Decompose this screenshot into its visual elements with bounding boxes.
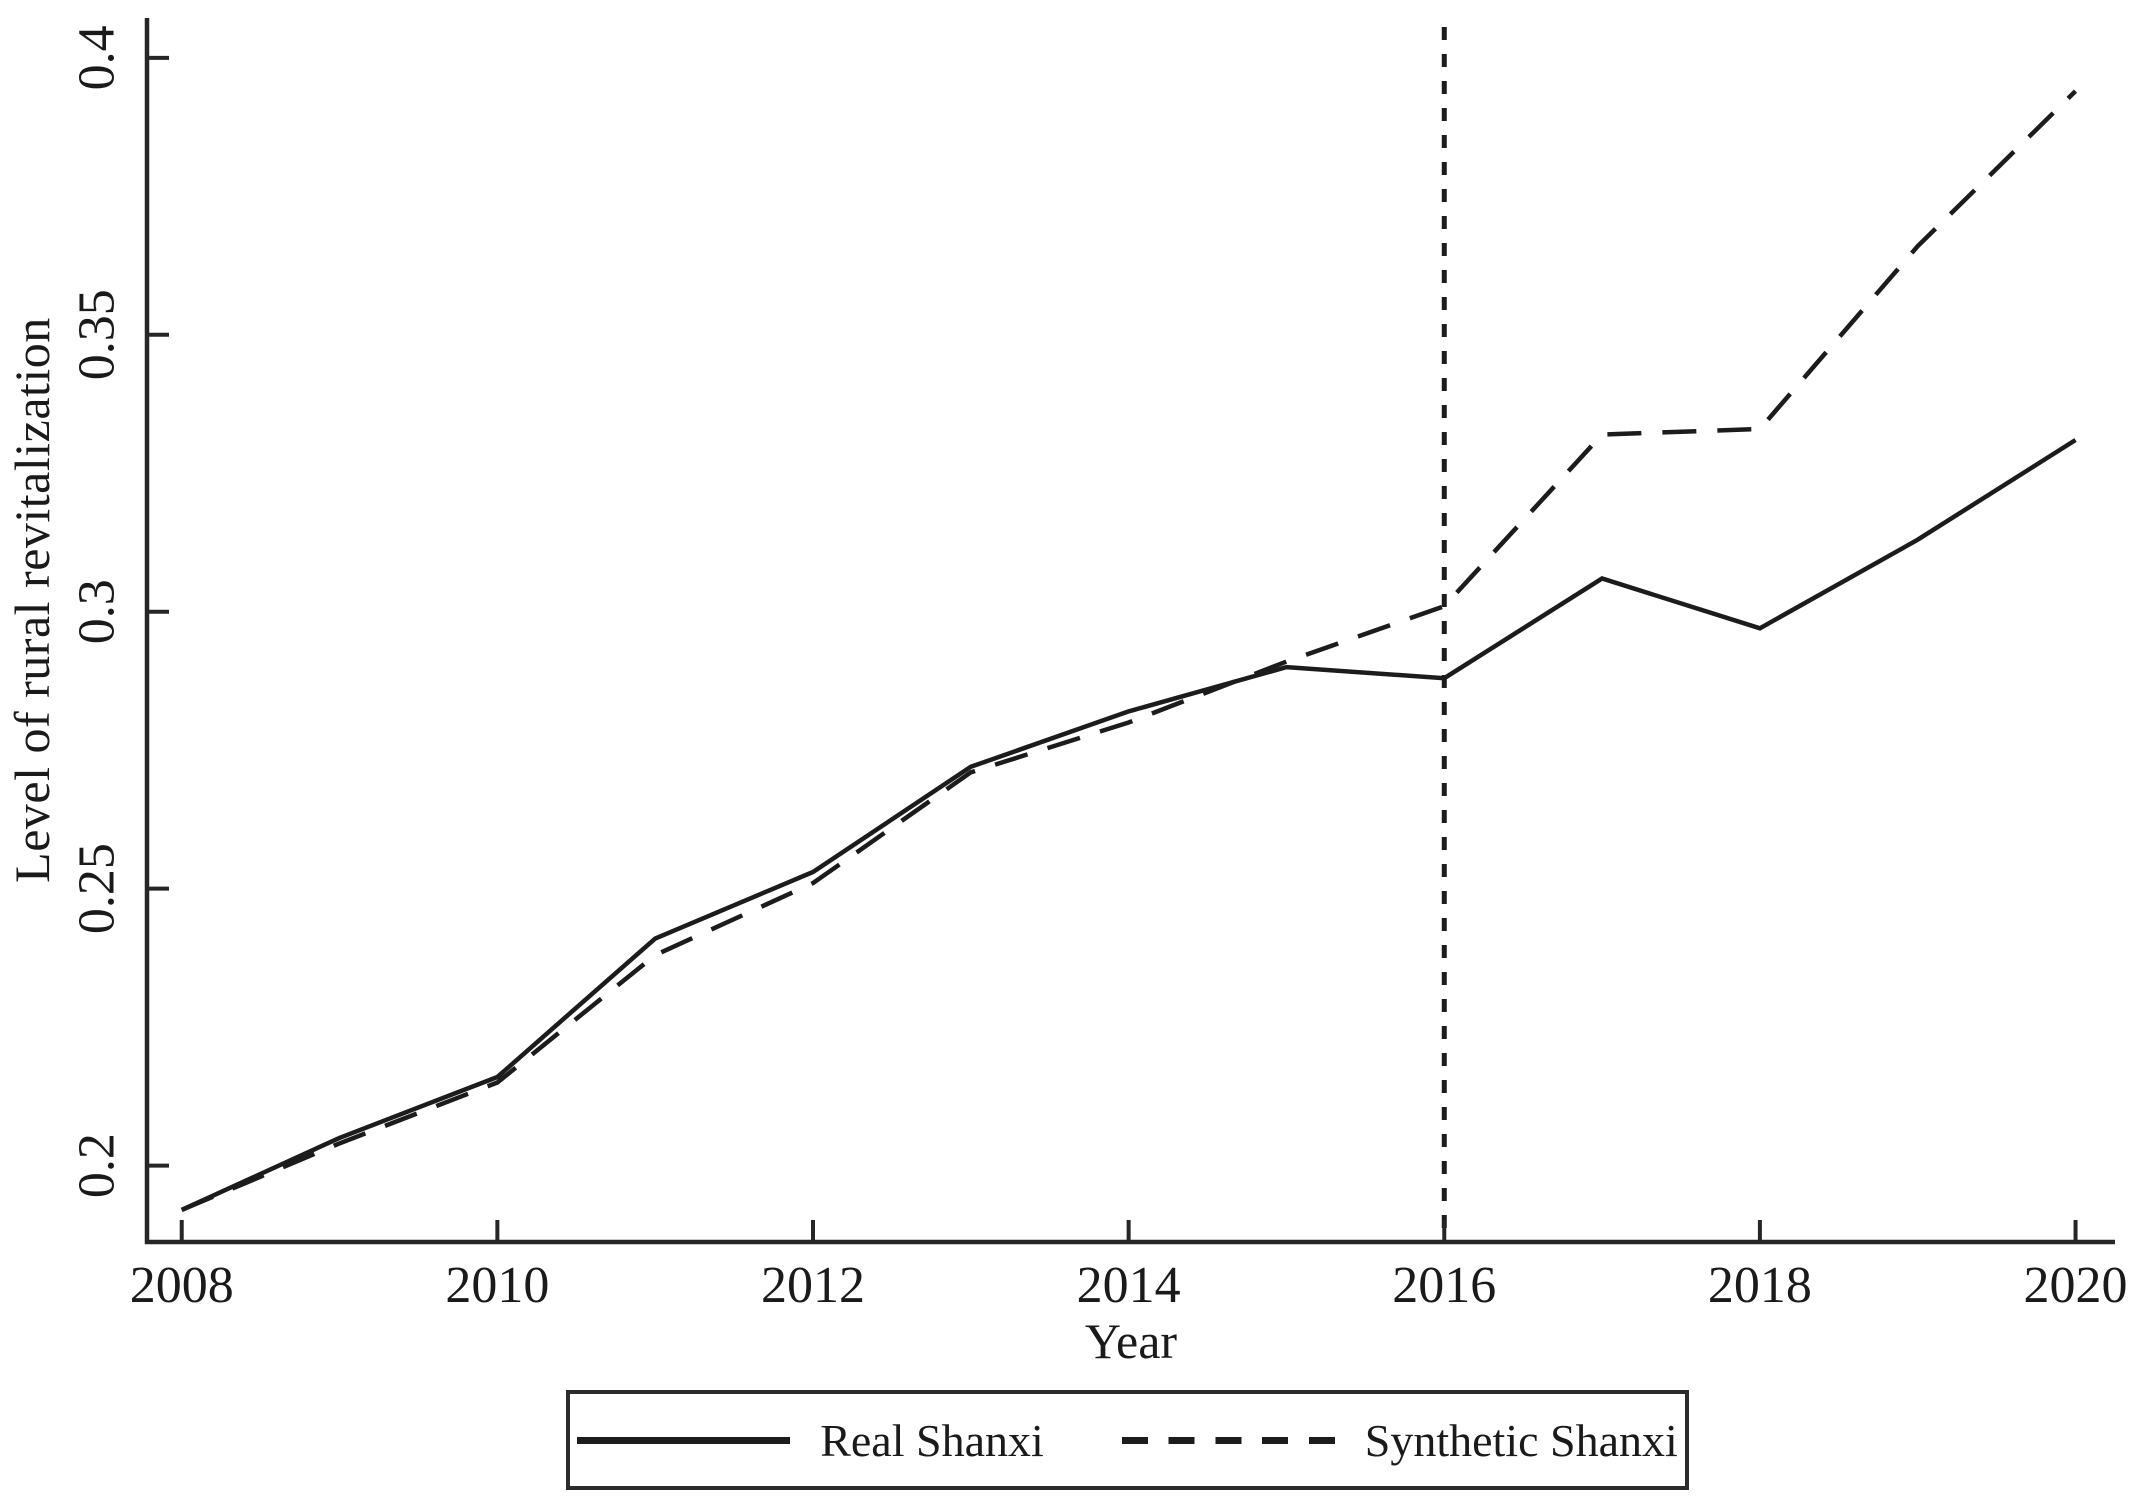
legend: Real Shanxi Synthetic Shanxi	[566, 1390, 1689, 1490]
dashed-line-sample-icon	[1121, 1436, 1335, 1444]
x-tick-label-2020: 2020	[2024, 1257, 2128, 1314]
x-tick-label-2012: 2012	[761, 1257, 865, 1314]
y-tick-label-0.35: 0.35	[69, 289, 126, 380]
solid-line-sample-icon	[577, 1436, 791, 1444]
axes-frame	[144, 18, 2115, 1245]
x-axis-title: Year	[1084, 1313, 1178, 1369]
x-tick-label-2010: 2010	[445, 1257, 549, 1314]
series-line-synthetic-shanxi	[180, 89, 2078, 1212]
legend-label-synthetic-shanxi: Synthetic Shanxi	[1364, 1414, 1678, 1466]
y-tick-label-0.3: 0.3	[69, 579, 126, 644]
legend-item-real-shanxi: Real Shanxi	[577, 1414, 1044, 1467]
y-tick-label-0.2: 0.2	[69, 1133, 126, 1198]
legend-item-synthetic-shanxi: Synthetic Shanxi	[1121, 1414, 1678, 1467]
x-tick-label-2008: 2008	[130, 1257, 234, 1314]
x-tick-label-2018: 2018	[1708, 1257, 1812, 1314]
legend-label-real-shanxi: Real Shanxi	[820, 1414, 1044, 1466]
series-line-real-shanxi	[180, 438, 2077, 1212]
x-tick-label-2014: 2014	[1077, 1257, 1181, 1314]
x-tick-label-2016: 2016	[1392, 1257, 1496, 1314]
y-tick-label-0.4: 0.4	[69, 25, 126, 90]
y-tick-label-0.25: 0.25	[69, 843, 126, 934]
y-axis-title: Level of rural revitalization	[4, 317, 60, 883]
